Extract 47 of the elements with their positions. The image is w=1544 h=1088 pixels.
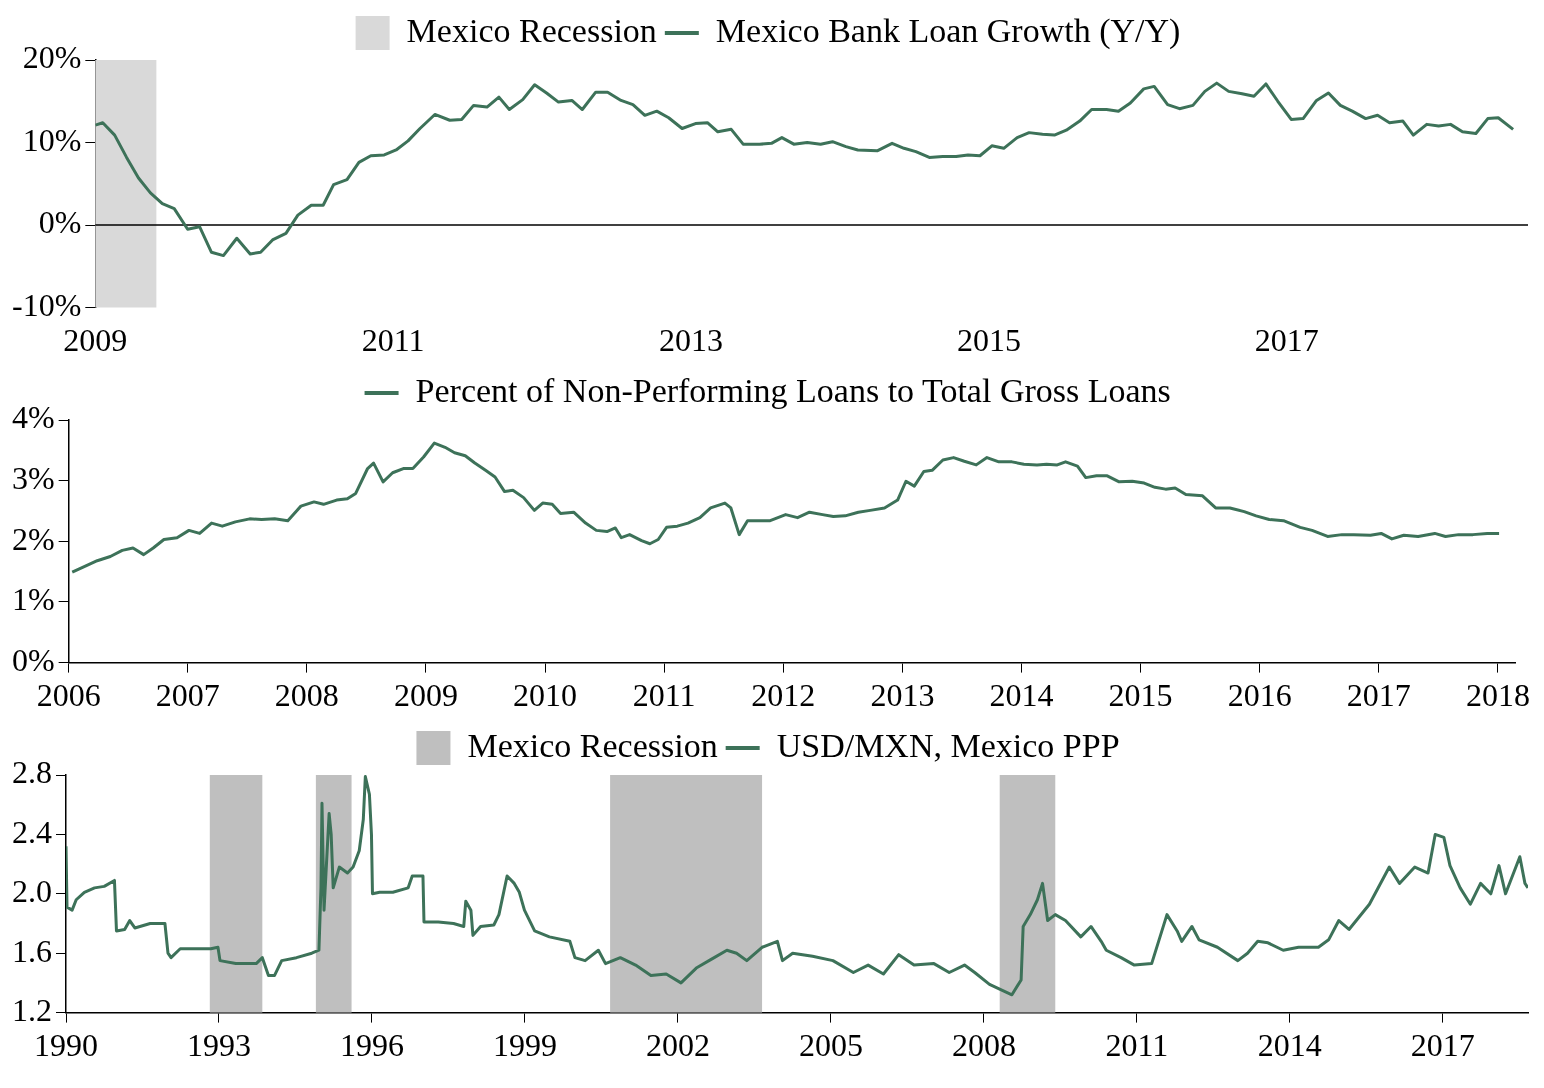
x-tick-label: 1996 [339, 1027, 404, 1064]
y-tick-label: 4% [12, 399, 55, 436]
x-tick-label: 2015 [1108, 677, 1173, 714]
y-tick-label: 2.8 [12, 754, 52, 791]
x-tick-label: 2011 [361, 322, 425, 359]
x-tick-label: 1990 [34, 1027, 98, 1064]
x-tick-label: 2009 [63, 322, 128, 359]
x-tick-label: 2013 [659, 322, 724, 359]
x-tick-label: 2016 [1227, 677, 1292, 714]
x-tick-label: 2017 [1254, 322, 1319, 359]
y-tick-label: -10% [12, 287, 82, 324]
y-tick-label: 1.6 [12, 932, 52, 969]
x-tick-label: 2014 [989, 677, 1054, 714]
y-tick-label: 10% [22, 121, 82, 158]
legend-label: Percent of Non-Performing Loans to Total Gross Loans [415, 371, 1171, 409]
x-tick-label: 2007 [155, 677, 220, 714]
y-tick-label: 0% [38, 204, 82, 241]
y-tick-label: 2% [12, 520, 55, 557]
x-tick-label: 2013 [870, 677, 935, 714]
legend-label: Mexico Bank Loan Growth (Y/Y) [715, 11, 1181, 50]
x-tick-label: 2012 [751, 677, 816, 714]
y-tick-label: 3% [12, 460, 55, 497]
x-tick-label: 1993 [186, 1027, 251, 1064]
x-tick-label: 2017 [1410, 1027, 1475, 1064]
x-tick-label: 2014 [1257, 1027, 1322, 1064]
legend-label: USD/MXN, Mexico PPP [776, 726, 1120, 764]
x-tick-label: 2006 [36, 677, 101, 714]
y-tick-label: 2.0 [12, 873, 52, 910]
x-tick-label: 1999 [492, 1027, 557, 1064]
x-tick-label: 2018 [1465, 677, 1530, 714]
x-tick-label: 2008 [951, 1027, 1016, 1064]
y-tick-label: 1% [12, 581, 55, 618]
x-tick-label: 2009 [393, 677, 458, 714]
x-tick-label: 2017 [1346, 677, 1411, 714]
x-tick-label: 2010 [513, 677, 578, 714]
legend-label: Mexico Recession [467, 726, 718, 764]
x-tick-label: 2008 [274, 677, 339, 714]
y-tick-label: 1.2 [12, 992, 52, 1029]
y-tick-label: 2.4 [12, 813, 52, 850]
x-tick-label: 2002 [645, 1027, 710, 1064]
x-tick-label: 2015 [956, 322, 1021, 359]
y-tick-label: 20% [22, 39, 82, 76]
legend-label: Mexico Recession [406, 11, 657, 49]
x-tick-label: 2011 [632, 677, 696, 714]
x-tick-label: 2011 [1105, 1027, 1169, 1064]
x-tick-label: 2005 [798, 1027, 863, 1064]
y-tick-label: 0% [12, 642, 55, 679]
